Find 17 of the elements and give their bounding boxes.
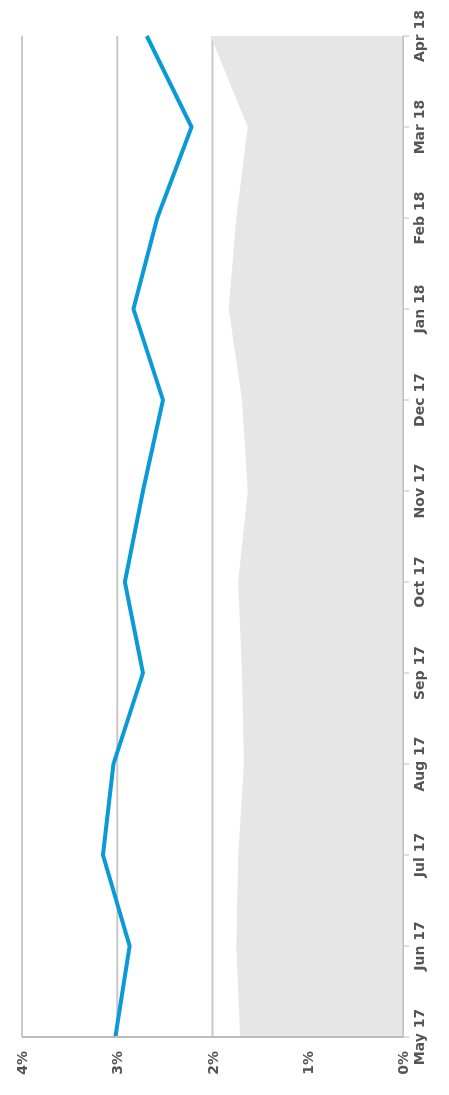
y-tick-label: Dec 17 bbox=[411, 373, 427, 427]
y-tick-label: Mar 18 bbox=[411, 99, 427, 155]
y-tick-label: May 17 bbox=[411, 1008, 427, 1066]
x-tick-label: 2% bbox=[204, 1051, 221, 1075]
y-tick-label: Aug 17 bbox=[411, 736, 427, 792]
y-tick-label: Feb 18 bbox=[411, 191, 427, 245]
y-tick-label: Jan 18 bbox=[411, 284, 427, 335]
y-tick-label: Sep 17 bbox=[411, 646, 427, 700]
x-tick-label: 4% bbox=[14, 1051, 30, 1075]
x-tick-label: 0% bbox=[395, 1051, 411, 1075]
x-tick-label: 1% bbox=[299, 1051, 316, 1075]
y-tick-label: Jun 17 bbox=[411, 921, 427, 972]
y-tick-label: Jul 17 bbox=[411, 832, 427, 879]
y-tick-label: Oct 17 bbox=[411, 556, 427, 608]
y-tick-label: Apr 18 bbox=[411, 9, 427, 63]
x-tick-label: 3% bbox=[109, 1051, 126, 1075]
y-tick-label: Nov 17 bbox=[411, 463, 427, 519]
